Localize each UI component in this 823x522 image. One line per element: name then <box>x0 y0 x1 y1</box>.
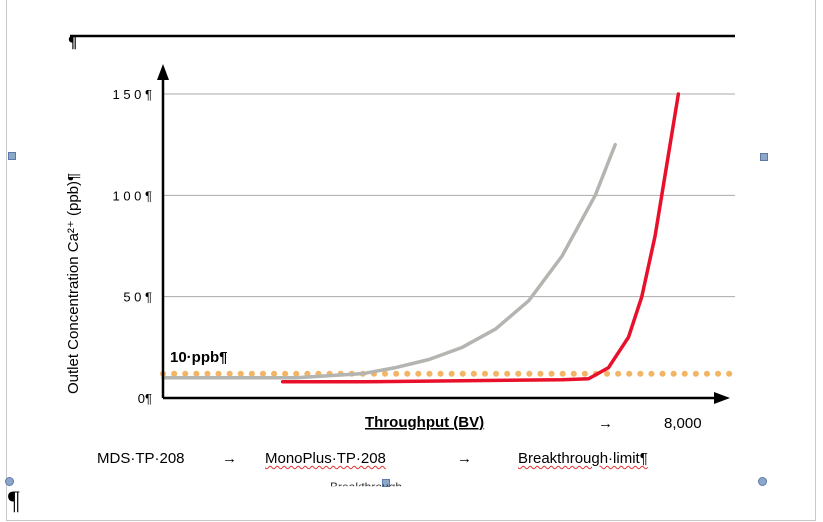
paragraph-mark-bottom: ¶ <box>8 486 20 515</box>
y-tick-label: 1 5 0 ¶ <box>112 87 152 102</box>
y-axis-label: Outlet Concentration Ca²⁺ (ppb)¶ <box>65 173 82 394</box>
legend-threshold: Breakthrough·limit¶ <box>518 450 648 467</box>
y-tick-label: 1 0 0 ¶ <box>112 188 152 203</box>
resize-handle-right[interactable] <box>760 153 768 161</box>
x-axis-label: Throughput (BV) <box>365 414 484 431</box>
y-tick-label: 0¶ <box>138 391 152 406</box>
resize-handle-bottom-right[interactable] <box>758 477 767 486</box>
y-tick-label: 5 0 ¶ <box>123 290 152 305</box>
paragraph-mark-top: ¶ <box>68 32 78 51</box>
series-line-2 <box>280 92 681 384</box>
legend-series-2: MonoPlus·TP·208 <box>265 450 386 467</box>
cutoff-caption: Breakthrough <box>330 480 403 494</box>
legend-series-1: MDS·TP·208 <box>97 450 185 467</box>
series-line-1 <box>161 142 617 380</box>
resize-handle-left[interactable] <box>8 152 16 160</box>
legend-arrow-1-icon: → <box>222 450 237 467</box>
legend-arrow-2-icon: → <box>457 450 472 467</box>
x-label-arrow-icon: → <box>598 415 613 432</box>
x-axis-arrow-icon <box>714 392 730 404</box>
x-tick-label: 8,000 <box>664 415 702 432</box>
y-axis-arrow-icon <box>157 64 169 80</box>
text-frame <box>6 0 816 521</box>
resize-handle-bottom-left[interactable] <box>5 477 14 486</box>
threshold-label: 10·ppb¶ <box>170 349 228 366</box>
resize-handle-bottom[interactable] <box>382 479 390 487</box>
